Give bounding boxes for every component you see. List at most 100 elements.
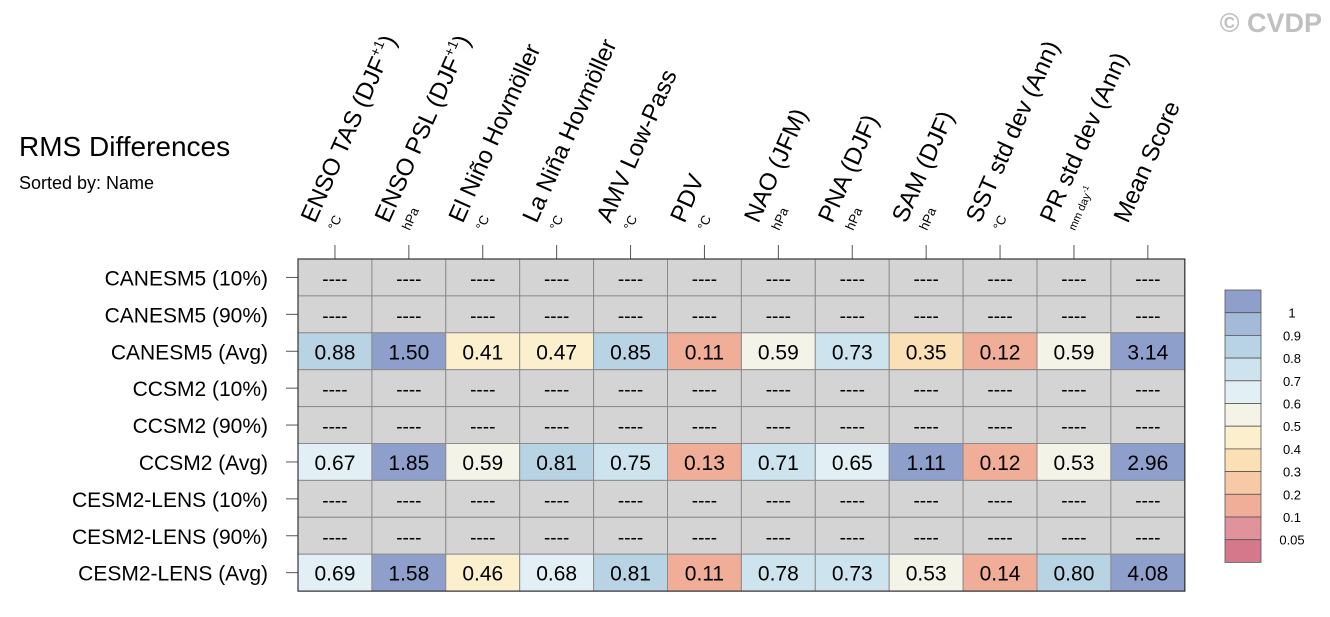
cell-value-label: 0.78	[758, 563, 799, 586]
heatmap-cell	[445, 295, 521, 334]
colorbar-segment	[1224, 334, 1262, 359]
cell-value-label: ----	[396, 269, 421, 290]
heatmap-cell	[519, 479, 595, 518]
heatmap-cell	[445, 406, 521, 445]
row-label: CANESM5 (90%)	[105, 304, 268, 327]
heatmap-cell	[593, 369, 668, 408]
cell-value-label: 0.88	[315, 341, 356, 364]
chart-subtitle: Sorted by: Name	[19, 173, 154, 193]
cell-value-label: 0.67	[315, 452, 356, 475]
cell-value-label: ----	[618, 528, 643, 549]
heatmap-cell	[667, 332, 742, 371]
cell-value-label: 0.13	[684, 452, 725, 475]
cell-value-label: ----	[322, 528, 347, 549]
heatmap-cell	[519, 516, 595, 555]
row-label: CANESM5 (10%)	[105, 267, 268, 290]
cell-value-label: 2.96	[1127, 452, 1168, 475]
heatmap-cell	[297, 258, 373, 297]
cell-value-label: 0.73	[832, 563, 873, 586]
heatmap-cell	[371, 406, 447, 445]
cell-value-label: ----	[766, 417, 791, 438]
column-header-label: Mean Score	[1109, 97, 1186, 226]
column-header-label: PNA (DJF)	[813, 111, 884, 227]
heatmap-cell	[593, 553, 668, 592]
cell-value-label: ----	[692, 491, 717, 512]
heatmap-cell	[371, 295, 447, 334]
column-headers: ENSO TAS (DJF+1)°C ENSO PSL (DJF+1)hPa El …	[296, 31, 1186, 259]
cell-value-label: 3.14	[1127, 341, 1168, 364]
cell-value-label: ----	[470, 380, 495, 401]
heatmap-cell	[814, 406, 890, 445]
heatmap-cell	[888, 258, 964, 297]
heatmap-cell	[593, 516, 668, 555]
heatmap-cell	[445, 553, 521, 592]
grid-border	[297, 258, 1186, 592]
cell-value-label: ----	[913, 306, 938, 327]
cell-value-label: 0.12	[980, 452, 1021, 475]
cell-value-label: ----	[840, 491, 865, 512]
colorbar-segment	[1224, 289, 1262, 314]
cell-value-label: 1.85	[388, 452, 429, 475]
row-label: CESM2-LENS (90%)	[72, 526, 268, 549]
heatmap-cell	[1036, 479, 1112, 518]
cell-value-label: ----	[396, 417, 421, 438]
cell-value-label: 0.73	[832, 341, 873, 364]
heatmap-cell	[297, 295, 373, 334]
cell-value-label: 0.41	[462, 341, 503, 364]
heatmap-cell	[593, 406, 668, 445]
column-header: Mean Score	[1109, 97, 1186, 226]
cell-value-label: 0.75	[610, 452, 651, 475]
cell-value-label: ----	[692, 380, 717, 401]
cell-value-label: ----	[322, 417, 347, 438]
cell-value-label: ----	[692, 528, 717, 549]
colorbar-label: 0.7	[1283, 374, 1301, 389]
row-label: CESM2-LENS (Avg)	[78, 563, 268, 586]
cell-value-label: ----	[1135, 269, 1160, 290]
heatmap-cell	[1110, 258, 1186, 297]
heatmap-cell	[962, 406, 1038, 445]
colorbar-label: 0.6	[1283, 397, 1301, 412]
cell-value-label: 0.46	[462, 563, 503, 586]
cell-value-label: 0.65	[832, 452, 873, 475]
column-unit-label: °C	[473, 213, 493, 232]
heatmap-cell	[888, 516, 964, 555]
cell-value-label: ----	[396, 306, 421, 327]
cell-value-label: 4.08	[1127, 563, 1168, 586]
heatmap-cell	[1036, 369, 1112, 408]
cell-value-label: ----	[987, 417, 1012, 438]
cell-value-label: ----	[987, 306, 1012, 327]
heatmap-cell	[297, 406, 373, 445]
column-unit-label: °C	[547, 213, 567, 232]
cell-value-label: ----	[1135, 528, 1160, 549]
heatmap-cell	[371, 369, 447, 408]
row-label: CESM2-LENS (10%)	[72, 489, 268, 512]
heatmap-cell	[962, 553, 1038, 592]
heatmap-cell	[1036, 406, 1112, 445]
heatmap-cell	[371, 443, 447, 481]
chart-title: RMS Differences	[19, 131, 230, 162]
heatmap-cell	[962, 479, 1038, 518]
heatmap-cell	[519, 295, 595, 334]
cell-value-label: ----	[544, 380, 569, 401]
heatmap-cell	[814, 369, 890, 408]
cell-value-label: 0.81	[610, 563, 651, 586]
colorbar-segment	[1224, 539, 1262, 563]
cell-value-label: ----	[470, 491, 495, 512]
cell-value-label: ----	[544, 528, 569, 549]
cell-value-label: ----	[544, 269, 569, 290]
cell-value-label: 0.11	[685, 563, 724, 586]
cell-value-label: ----	[470, 528, 495, 549]
colorbar-label: 0.9	[1283, 328, 1301, 343]
cell-value-label: ----	[1135, 491, 1160, 512]
colorbar-segment	[1224, 516, 1262, 541]
cell-value-label: ----	[470, 269, 495, 290]
cell-value-label: ----	[544, 491, 569, 512]
cell-value-label: ----	[766, 528, 791, 549]
cell-value-label: ----	[544, 417, 569, 438]
cell-value-label: ----	[692, 417, 717, 438]
cell-value-label: ----	[692, 269, 717, 290]
heatmap-cell	[962, 258, 1038, 297]
heatmap-cell	[1110, 516, 1186, 555]
cell-value-label: 0.71	[758, 452, 799, 475]
